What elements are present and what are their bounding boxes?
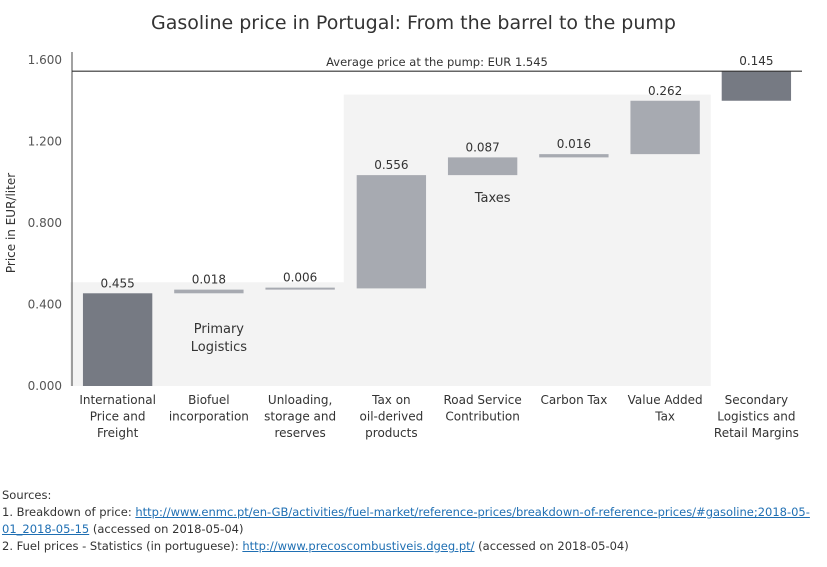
source-1-prefix: 1. Breakdown of price: [2,505,136,519]
category-label-6-line-1: Tax [654,410,675,424]
category-label-2-line-2: reserves [274,426,325,440]
value-label-7: 0.145 [739,54,773,68]
reference-line-label: Average price at the pump: EUR 1.545 [326,55,548,69]
category-label-4-line-1: Contribution [445,410,520,424]
bar-7 [721,71,792,101]
source-2: 2. Fuel prices - Statistics (in portugue… [2,538,822,555]
group-labels: Primary Logistics Taxes [191,191,511,355]
bar-2 [265,287,335,290]
y-tick-label-2: 0.800 [28,216,62,230]
category-label-0-line-0: International [79,393,156,407]
y-tick-label-4: 1.600 [28,53,62,67]
value-label-3: 0.556 [374,158,408,172]
bar-0 [82,293,153,386]
category-label-3-line-0: Tax on [371,393,411,407]
y-tick-label-3: 1.200 [28,135,62,149]
category-label-3-line-2: products [365,426,417,440]
source-1-link[interactable]: http://www.enmc.pt/en-GB/activities/fuel… [2,505,810,536]
category-label-5-line-0: Carbon Tax [540,393,607,407]
value-label-5: 0.016 [557,137,591,151]
value-label-0: 0.455 [100,276,134,290]
category-label-1-line-0: Biofuel [188,393,229,407]
value-labels: 0.455 0.018 0.006 0.556 0.087 0.016 0.262 0.145 [100,54,773,290]
category-label-0-line-1: Price and [90,410,146,424]
sources-block: Sources: 1. Breakdown of price: http://w… [2,487,822,555]
y-axis: 0.000 0.400 0.800 1.200 1.600 Price in EUR/li… [4,52,73,393]
category-label-7-line-1: Logistics and [717,410,795,424]
value-label-6: 0.262 [648,84,682,98]
category-label-7-line-0: Secondary [725,393,789,407]
source-2-link[interactable]: http://www.precoscombustiveis.dgeg.pt/ [242,539,475,553]
category-label-0-line-2: Freight [97,426,139,440]
y-tick-label-1: 0.400 [28,298,62,312]
sources-heading: Sources: [2,488,52,502]
source-2-prefix: 2. Fuel prices - Statistics (in portugue… [2,539,243,553]
value-label-2: 0.006 [283,271,317,285]
bar-6 [630,100,700,155]
value-label-1: 0.018 [192,273,226,287]
waterfall-chart: 0.000 0.400 0.800 1.200 1.600 Price in EUR/li… [4,52,802,440]
reference-line-group: Average price at the pump: EUR 1.545 [72,55,802,72]
bar-4 [447,157,518,176]
source-2-suffix: (accessed on 2018-05-04) [474,539,629,553]
category-label-2-line-0: Unloading, [268,393,332,407]
category-labels: International Price and Freight Biofuel inco… [79,393,799,440]
source-1: 1. Breakdown of price: http://www.enmc.p… [2,504,822,538]
bar-3 [356,175,427,289]
source-1-suffix: (accessed on 2018-05-04) [89,522,244,536]
y-axis-label: Price in EUR/liter [4,173,18,273]
category-label-3-line-1: oil-derived [360,410,424,424]
chart-title: Gasoline price in Portugal: From the bar… [151,12,676,34]
value-label-4: 0.087 [465,140,499,154]
y-tick-label-0: 0.000 [28,379,62,393]
bar-1 [174,289,244,294]
bars [82,71,792,386]
category-label-1-line-1: incorporation [169,410,249,424]
group-label-1-line-0: Taxes [474,191,511,206]
group-label-0-line-0: Primary [194,322,245,337]
category-label-7-line-2: Retail Margins [714,426,799,440]
group-label-0-line-1: Logistics [191,340,247,355]
bar-5 [539,154,609,158]
category-label-4-line-0: Road Service [443,393,521,407]
category-label-2-line-1: storage and [264,410,336,424]
category-label-6-line-0: Value Added [628,393,703,407]
